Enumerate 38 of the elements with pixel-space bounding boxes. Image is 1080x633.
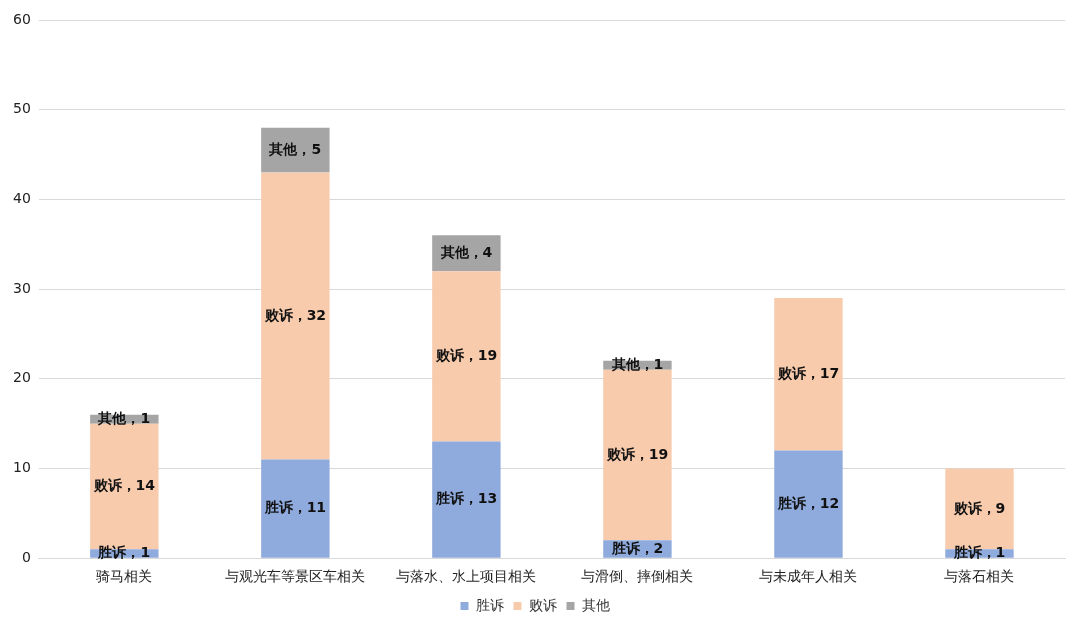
legend-label: 其他	[581, 596, 610, 613]
data-label: 胜诉，13	[434, 490, 498, 507]
data-label: 败诉，9	[952, 499, 1006, 516]
x-tick-label: 与观光车等景区车相关	[225, 568, 366, 585]
x-tick-label: 与未成年人相关	[759, 568, 858, 585]
data-label: 其他，5	[268, 140, 322, 157]
bar	[261, 459, 330, 558]
y-tick-label: 30	[12, 279, 31, 296]
data-label: 败诉，17	[776, 364, 840, 381]
x-tick-label: 与落水、水上项目相关	[396, 568, 537, 585]
data-label: 胜诉，1	[952, 544, 1006, 561]
legend-label: 胜诉	[475, 596, 504, 613]
bar	[774, 450, 843, 558]
data-label: 胜诉，11	[263, 499, 327, 516]
data-label: 其他，1	[97, 409, 151, 426]
y-tick-label: 10	[12, 459, 31, 476]
x-tick-label: 与滑倒、摔倒相关	[581, 568, 694, 585]
bar	[432, 441, 501, 558]
data-label: 败诉，19	[434, 347, 498, 364]
x-tick-label: 骑马相关	[96, 568, 153, 585]
bar	[432, 271, 501, 442]
data-label: 胜诉，2	[610, 539, 664, 556]
y-tick-label: 60	[12, 10, 31, 27]
bar	[774, 298, 843, 451]
data-label: 其他，1	[610, 355, 664, 372]
y-tick-label: 50	[12, 100, 31, 117]
y-tick-label: 40	[12, 190, 31, 207]
data-label: 败诉，19	[605, 445, 669, 462]
x-tick-label: 与落石相关	[944, 568, 1015, 585]
y-tick-label: 0	[21, 548, 31, 565]
bar	[261, 172, 330, 460]
data-label: 胜诉，12	[776, 494, 840, 511]
y-tick-label: 20	[12, 369, 31, 386]
legend-label: 败诉	[528, 596, 557, 613]
data-label: 败诉，14	[92, 477, 156, 494]
data-label: 败诉，32	[263, 306, 327, 323]
data-label: 胜诉，1	[97, 544, 151, 561]
data-label: 其他，4	[439, 243, 493, 260]
